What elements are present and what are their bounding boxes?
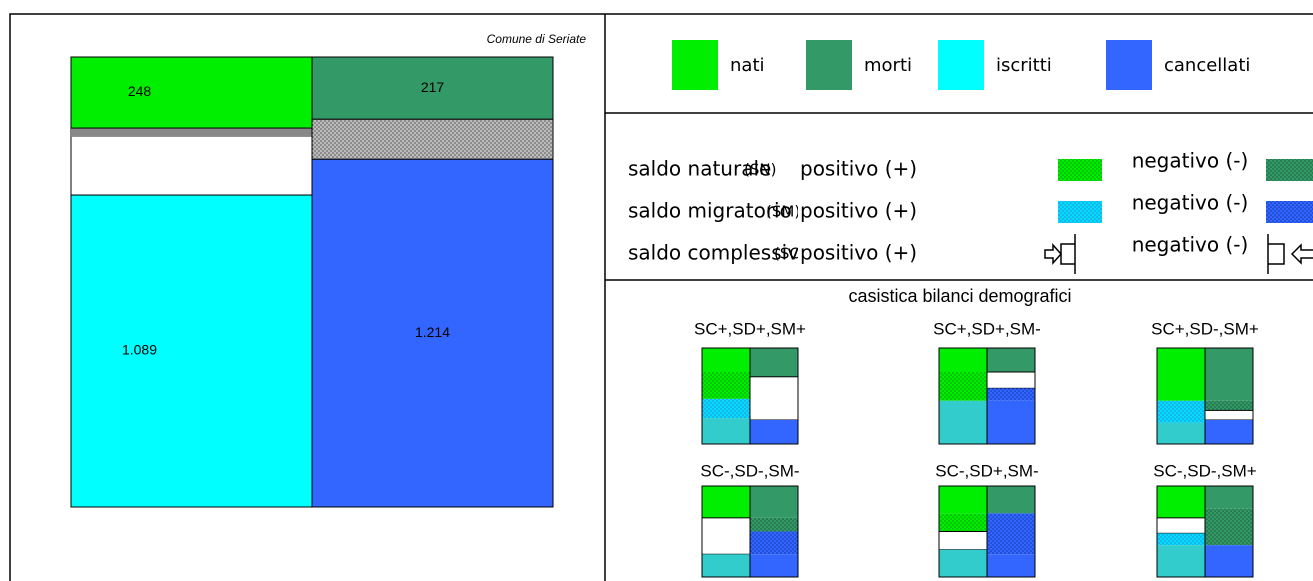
case-block [987,513,1035,555]
case-block [702,554,750,577]
key-negative: negativo (-) [1132,149,1249,173]
case-block [750,531,798,555]
key-labels: saldo naturale(SN) saldo migratorio(SM) sa… [628,157,811,265]
gap [70,127,313,196]
case-label: SC+,SD+,SM+ [694,319,806,338]
case-label: SC-,SD+,SM- [935,461,1038,480]
case-block [750,486,798,518]
case-block [939,372,987,401]
key-positive: positivo (+) [800,241,917,265]
case-block [939,513,987,532]
case-block [987,486,1035,514]
case-block [1157,533,1205,546]
case-label: SC+,SD+,SM- [933,319,1041,338]
legend-label: iscritti [996,55,1052,76]
cases-title: casistica bilanci demografici [848,286,1071,306]
case-block [750,348,798,377]
key-label: saldo naturale [628,157,771,181]
case-block [1157,348,1205,401]
key-swatch [1266,159,1313,181]
case-block [938,531,988,551]
key-code: (SM) [766,203,800,221]
case-block [987,388,1035,401]
subtitle: Comune di Seriate [487,32,587,46]
key-negative: negativo (-) [1132,233,1249,257]
case-block [939,486,987,514]
bar [311,158,554,508]
key-label: saldo migratorio [628,199,792,223]
case-block [1205,420,1253,444]
case-block [986,371,1036,389]
key-positive: positivo (+) [800,199,917,223]
legend-swatch [806,40,852,90]
gap [311,118,554,160]
legend-label: nati [730,55,765,76]
case-block [1157,400,1205,423]
case-block [1157,545,1205,577]
case-block [1157,486,1205,518]
legend-label: morti [864,55,912,76]
key-swatch [1058,201,1102,223]
case-block [750,517,798,532]
key-swatch [1058,159,1102,181]
key-label: saldo complessivo [628,241,811,265]
key-swatch [1266,201,1313,223]
key-icon [1044,234,1076,274]
case-block [702,418,750,444]
case-block [1205,508,1253,546]
outer-border [9,13,1313,581]
case-block [1204,409,1254,421]
value-label: 217 [421,79,445,95]
case-block [1205,545,1253,577]
case-block [702,348,750,372]
value-label: 1.214 [415,324,450,340]
case-block [1205,486,1253,509]
case-block [987,554,1035,577]
case-block [939,348,987,372]
case-block [701,517,751,555]
key-code: (SN) [744,161,776,179]
key-negative: negativo (-) negativo (-) negativo (-) [1132,149,1249,257]
key-negative: negativo (-) [1132,191,1249,215]
case-block [939,549,987,577]
value-label: 1.089 [122,342,157,358]
bar [311,56,554,120]
natural-balance [71,128,312,137]
key-positive: positivo (+) [800,157,917,181]
case-block [749,376,799,421]
legend-swatch [672,40,718,90]
case-label: SC-,SD-,SM+ [1153,461,1257,480]
case-block [702,372,750,399]
case-block [750,420,798,444]
case-label: SC-,SD-,SM- [700,461,799,480]
case-block [702,398,750,419]
legend-swatch [1106,40,1152,90]
case-block [1205,348,1253,401]
bar [70,56,313,129]
key-code: (SC) [774,245,806,263]
case-block [750,554,798,577]
key-icon [1267,234,1313,274]
legend-swatch [938,40,984,90]
legend-label: cancellati [1164,55,1250,76]
case-block [1157,422,1205,444]
case-block [1205,400,1253,411]
case-block [939,400,987,444]
case-block [987,348,1035,372]
case-block [987,400,1035,444]
bar [70,194,313,508]
case-block [1156,517,1206,534]
value-label: 248 [128,83,152,99]
case-label: SC+,SD-,SM+ [1151,319,1259,338]
case-block [702,486,750,518]
